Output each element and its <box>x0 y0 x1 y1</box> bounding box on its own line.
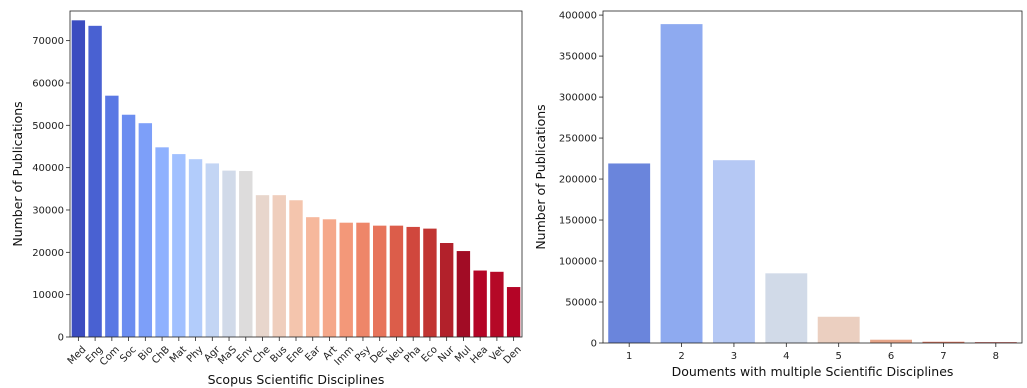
bar-ChB <box>155 147 169 337</box>
x-tick-label: 6 <box>888 351 894 362</box>
bar-Hea <box>473 270 487 337</box>
bar-Dec <box>373 225 387 337</box>
bar-Bio <box>138 123 153 337</box>
x-tick-label: 2 <box>678 351 684 362</box>
x-tick-label: Den <box>502 344 524 366</box>
x-tick-label: Nur <box>436 344 457 365</box>
bar-Art <box>322 219 337 337</box>
y-axis-label: Number of Publications <box>533 104 548 249</box>
plot-frame <box>602 10 1023 344</box>
x-tick-label: 7 <box>940 351 946 362</box>
bar-2 <box>660 24 703 344</box>
x-tick-label: Soc <box>118 344 138 364</box>
x-tick-label: Che <box>251 344 273 366</box>
bar-8 <box>974 342 1017 343</box>
y-tick-label: 50000 <box>565 298 597 309</box>
bar-Neu <box>389 225 404 337</box>
bar-1 <box>608 163 651 343</box>
x-tick-label: 4 <box>783 351 789 362</box>
bar-Soc <box>121 114 136 337</box>
x-tick-label: Bus <box>269 344 290 365</box>
bar-Phy <box>188 159 203 337</box>
y-tick-label: 350000 <box>559 52 597 63</box>
y-tick-label: 60000 <box>32 78 64 89</box>
chart-publications-by-discipline: 010000200003000040000500006000070000MedE… <box>10 10 524 387</box>
x-tick-label: Ear <box>303 344 323 364</box>
bar-6 <box>870 339 913 343</box>
x-tick-label: Dec <box>368 344 389 365</box>
y-tick-label: 30000 <box>32 205 64 216</box>
x-tick-label: 3 <box>731 351 737 362</box>
y-tick-label: 70000 <box>32 36 64 47</box>
bar-Bus <box>272 195 286 337</box>
bar-MaS <box>222 170 236 337</box>
bar-Agr <box>205 163 219 337</box>
bar-Vet <box>490 271 504 337</box>
bar-Env <box>239 171 253 337</box>
x-tick-label: 8 <box>993 351 999 362</box>
bar-Ear <box>306 217 320 337</box>
y-tick-label: 20000 <box>32 248 64 259</box>
bar-Eng <box>88 25 102 337</box>
bar-Den <box>506 287 521 337</box>
y-tick-label: 10000 <box>32 290 64 301</box>
bar-Psy <box>356 222 370 337</box>
x-tick-label: Phy <box>185 344 206 365</box>
x-tick-label: Env <box>235 344 256 365</box>
y-tick-label: 200000 <box>559 175 597 186</box>
bar-Mat <box>172 154 186 337</box>
y-tick-label: 50000 <box>32 121 64 132</box>
bar-3 <box>712 160 755 343</box>
bar-Med <box>71 20 86 338</box>
bar-Com <box>105 95 119 338</box>
y-tick-label: 0 <box>58 333 64 344</box>
bar-Mul <box>456 251 471 337</box>
x-axis-label: Scopus Scientific Disciplines <box>208 372 385 387</box>
bar-Che <box>255 195 270 337</box>
x-tick-label: Ene <box>285 344 306 365</box>
x-tick-label: Pha <box>402 344 423 365</box>
x-tick-label: Mat <box>168 344 189 365</box>
y-axis-label: Number of Publications <box>10 101 25 246</box>
bar-7 <box>922 341 965 343</box>
x-tick-label: 5 <box>836 351 842 362</box>
y-tick-label: 250000 <box>559 134 597 145</box>
y-tick-label: 300000 <box>559 93 597 104</box>
y-tick-label: 400000 <box>559 11 597 22</box>
bar-Ene <box>289 200 303 337</box>
x-tick-label: 1 <box>626 351 632 362</box>
x-axis-label: Douments with multiple Scientific Discip… <box>672 364 954 379</box>
bar-Pha <box>406 226 420 337</box>
x-tick-label: Eco <box>420 344 440 364</box>
chart-multi-discipline-documents: 0 50000 100000 150000 200000 250000 300000 3500… <box>533 10 1023 379</box>
bar-Eco <box>423 228 437 337</box>
bar-Nur <box>439 243 454 337</box>
bar-4 <box>765 273 808 343</box>
bar-Imm <box>339 222 353 337</box>
bar-5 <box>817 316 860 343</box>
y-tick-label: 100000 <box>559 257 597 268</box>
y-tick-label: 0 <box>591 339 597 350</box>
y-tick-label: 150000 <box>559 216 597 227</box>
y-tick-label: 40000 <box>32 163 64 174</box>
